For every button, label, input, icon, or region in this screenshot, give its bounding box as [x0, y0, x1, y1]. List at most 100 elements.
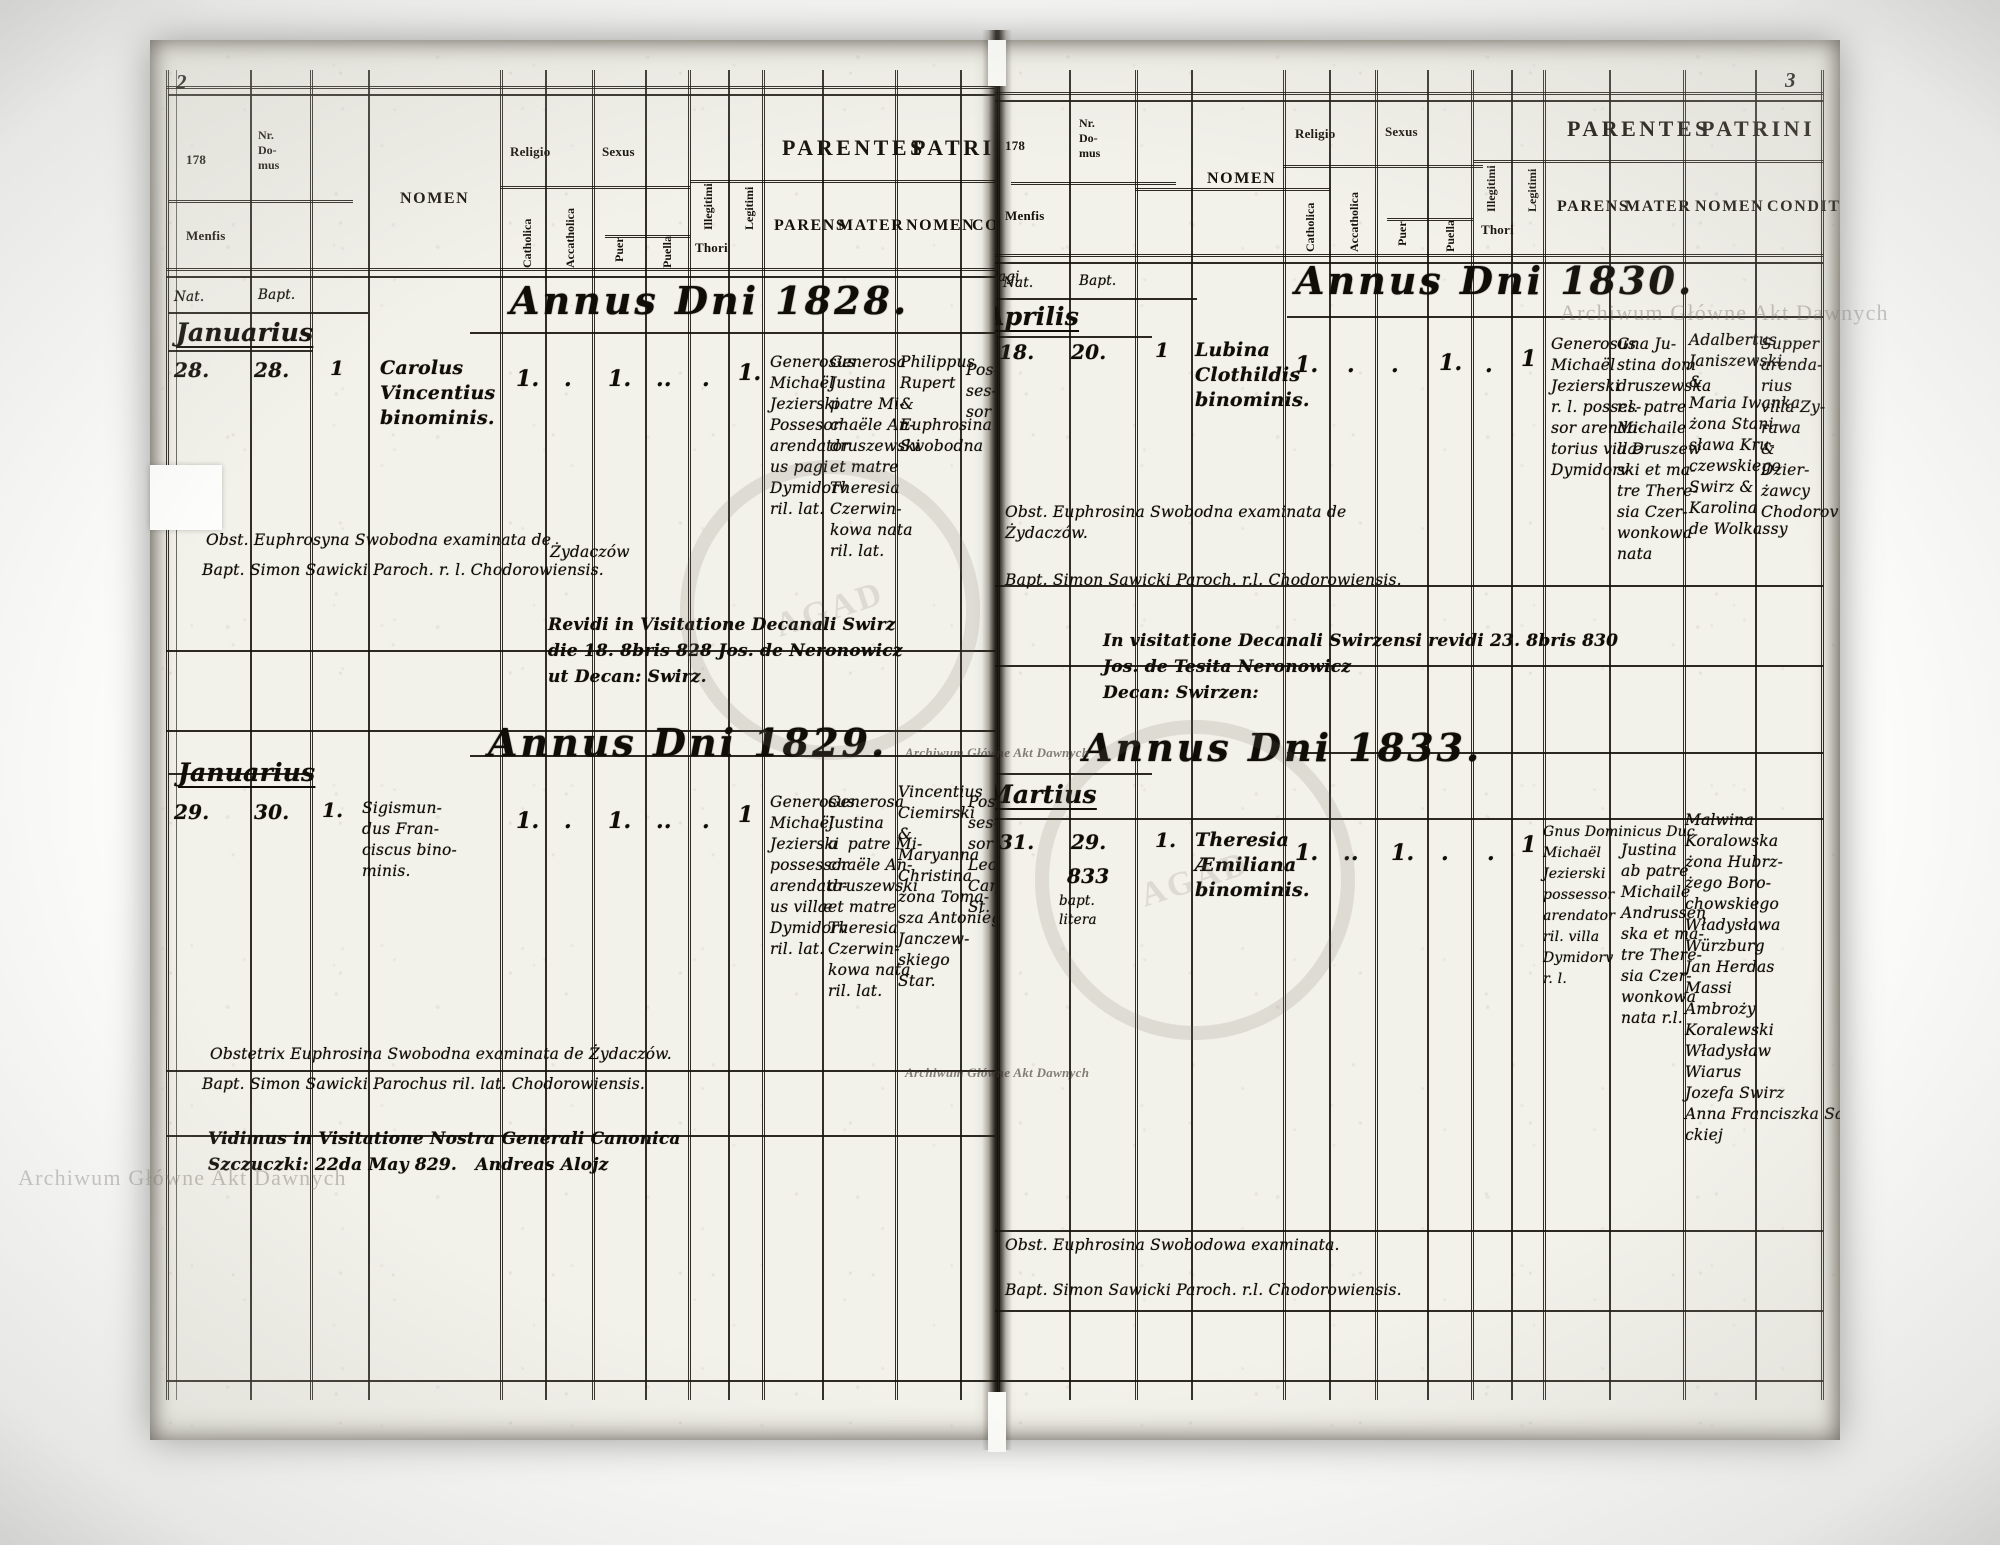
rule — [166, 1380, 995, 1382]
sexus-puella-1828: .. — [656, 366, 672, 392]
baptised-by-1828: Bapt. Simon Sawicki Paroch. r. l. Chodor… — [202, 561, 604, 579]
rule — [1755, 70, 1757, 1400]
nat-day-1829: 29. — [174, 800, 210, 824]
rule — [1287, 316, 1823, 318]
header-accatholica: Accatholica — [563, 208, 577, 268]
patrini-nomen-1829: Vincentius Ciemirski & Maryanna Christin… — [898, 783, 995, 990]
rule — [310, 70, 314, 1400]
header-illegitimi-r: Illegitimi — [1484, 165, 1498, 212]
rule — [762, 70, 766, 1400]
header-puer: Puer — [612, 237, 626, 262]
house-no-1829: 1. — [322, 798, 344, 822]
year-title-1833: Annus Dni 1833. — [1083, 725, 1483, 770]
rule — [728, 70, 730, 1400]
rule — [166, 268, 995, 272]
header-accatholica-r: Accatholica — [1347, 192, 1361, 252]
page-number-right: 3 — [1785, 68, 1796, 92]
legitimi-1830: 1 — [1521, 346, 1537, 372]
illegitimi-1829: . — [702, 808, 710, 834]
obstetrix-note-1830: Obst. Euphrosina Swobodna examinata de Ż… — [1005, 503, 1347, 542]
year-title-1829: Annus Dni 1829. — [488, 720, 888, 765]
rule — [997, 773, 1152, 775]
header-puer-r: Puer — [1395, 221, 1409, 246]
sexus-puer-1828: 1. — [608, 366, 632, 392]
rule — [1387, 218, 1473, 222]
religio-accatholica-1829: . — [564, 808, 572, 834]
rule — [995, 1230, 1823, 1232]
rule — [995, 818, 1823, 820]
bapt-year-1833: 833 — [1067, 864, 1110, 888]
header-parentes-r: PARENTES — [1567, 116, 1711, 141]
revision-note-1830: In visitatione Decanali Swirzensi revidi… — [1103, 631, 1619, 703]
header-legitimi: Legitimi — [742, 186, 756, 230]
rule — [1011, 182, 1176, 186]
rule — [1287, 752, 1823, 754]
rule — [166, 730, 995, 732]
header-parentes: PARENTES — [782, 135, 926, 160]
baptised-by-1833: Bapt. Simon Sawicki Paroch. r.l. Chodoro… — [1005, 1281, 1402, 1299]
religio-catholica-1830: 1. — [1295, 352, 1319, 378]
rule — [168, 200, 353, 204]
header-patrini-r: PATRINI — [1701, 116, 1816, 141]
house-no-1828: 1 — [330, 356, 345, 380]
subhead-bapt-right: Bapt. — [1079, 273, 1117, 289]
rule — [470, 755, 995, 757]
patrini-nomen-1830: Adalbertus Janiszewski & Maria Iwanka żo… — [1689, 331, 1801, 538]
sexus-puer-1829: 1. — [608, 808, 632, 834]
header-mater: MATER — [838, 217, 905, 234]
edge-label-patch — [150, 465, 222, 530]
child-name-1829: Sigismun- dus Fran- ciscus bino- minis. — [362, 799, 457, 880]
year-title-1828: Annus Dni 1828. — [510, 278, 910, 323]
baptised-by-1830: Bapt. Simon Sawicki Paroch. r.l. Chodoro… — [1005, 571, 1402, 589]
header-mensis: Menfis — [186, 228, 226, 243]
revision-note-1828: Revidi in Visitatione Decanali Swirz die… — [548, 615, 903, 687]
rule — [895, 70, 899, 1400]
rule — [995, 254, 1823, 258]
rule — [1283, 165, 1483, 169]
header-nr-domus-r: Nr. Do- mus — [1079, 116, 1101, 160]
margin-note-1833: bapt. litera — [1059, 893, 1097, 928]
right-page: 3 AGAD — [995, 40, 1840, 1440]
rule — [1471, 70, 1475, 1400]
mater-1833: Justina ab patre Michaile Andrussen ska … — [1621, 841, 1707, 1027]
religio-catholica-1829: 1. — [516, 808, 540, 834]
rule — [168, 773, 313, 775]
rule — [997, 336, 1152, 338]
rule — [995, 1310, 1823, 1312]
rule — [368, 70, 370, 1400]
sexus-puer-1830: . — [1391, 352, 1399, 378]
header-parens: PARENS — [774, 217, 847, 234]
illegitimi-1833: . — [1487, 840, 1495, 866]
rule — [688, 70, 692, 1400]
header-catholica-r: Catholica — [1303, 202, 1317, 252]
header-parens-r: PARENS — [1557, 198, 1630, 215]
rule — [1473, 160, 1823, 164]
month-label-januarius-1829: Januarius — [178, 758, 316, 787]
header-religio-r: Religio — [1295, 126, 1336, 141]
rule — [545, 70, 547, 1400]
header-puella-r: Puella — [1443, 220, 1457, 252]
child-name-1833: Theresia Æmiliana binominis. — [1195, 829, 1310, 901]
rule — [168, 312, 368, 314]
rule — [1543, 70, 1547, 1400]
header-mater-r: MATER — [1625, 198, 1692, 215]
form-number-left: 178 — [186, 152, 207, 167]
header-thori: Thori — [695, 240, 728, 255]
parens-1829: Generosus Michaël Jezierski possessor ar… — [770, 793, 856, 958]
rule — [1427, 70, 1429, 1400]
header-thori-r: Thori — [1481, 222, 1514, 237]
header-illegitimi: Illegitimi — [701, 183, 715, 230]
rule — [250, 70, 252, 1400]
obstetrix-note-1828: Obst. Euphrosyna Swobodna examinata de — [206, 531, 552, 549]
month-label-januarius-1828: Januarius — [176, 318, 314, 347]
header-nomen-r: NOMEN — [1207, 170, 1277, 187]
patrini-nomen-1833: Malwina Koralowska żona Hubrz- żego Boro… — [1685, 811, 1840, 1144]
open-book: 2 AGAD — [150, 30, 1840, 1452]
rule — [997, 298, 1197, 300]
header-nr-domus: Nr. Do- mus — [258, 128, 280, 172]
sexus-puella-1830: 1. — [1439, 350, 1463, 376]
rule — [1135, 188, 1330, 192]
header-mensis-r: Menfis — [1005, 208, 1045, 223]
left-leaf — [150, 40, 995, 1440]
religio-catholica-1828: 1. — [516, 366, 540, 392]
